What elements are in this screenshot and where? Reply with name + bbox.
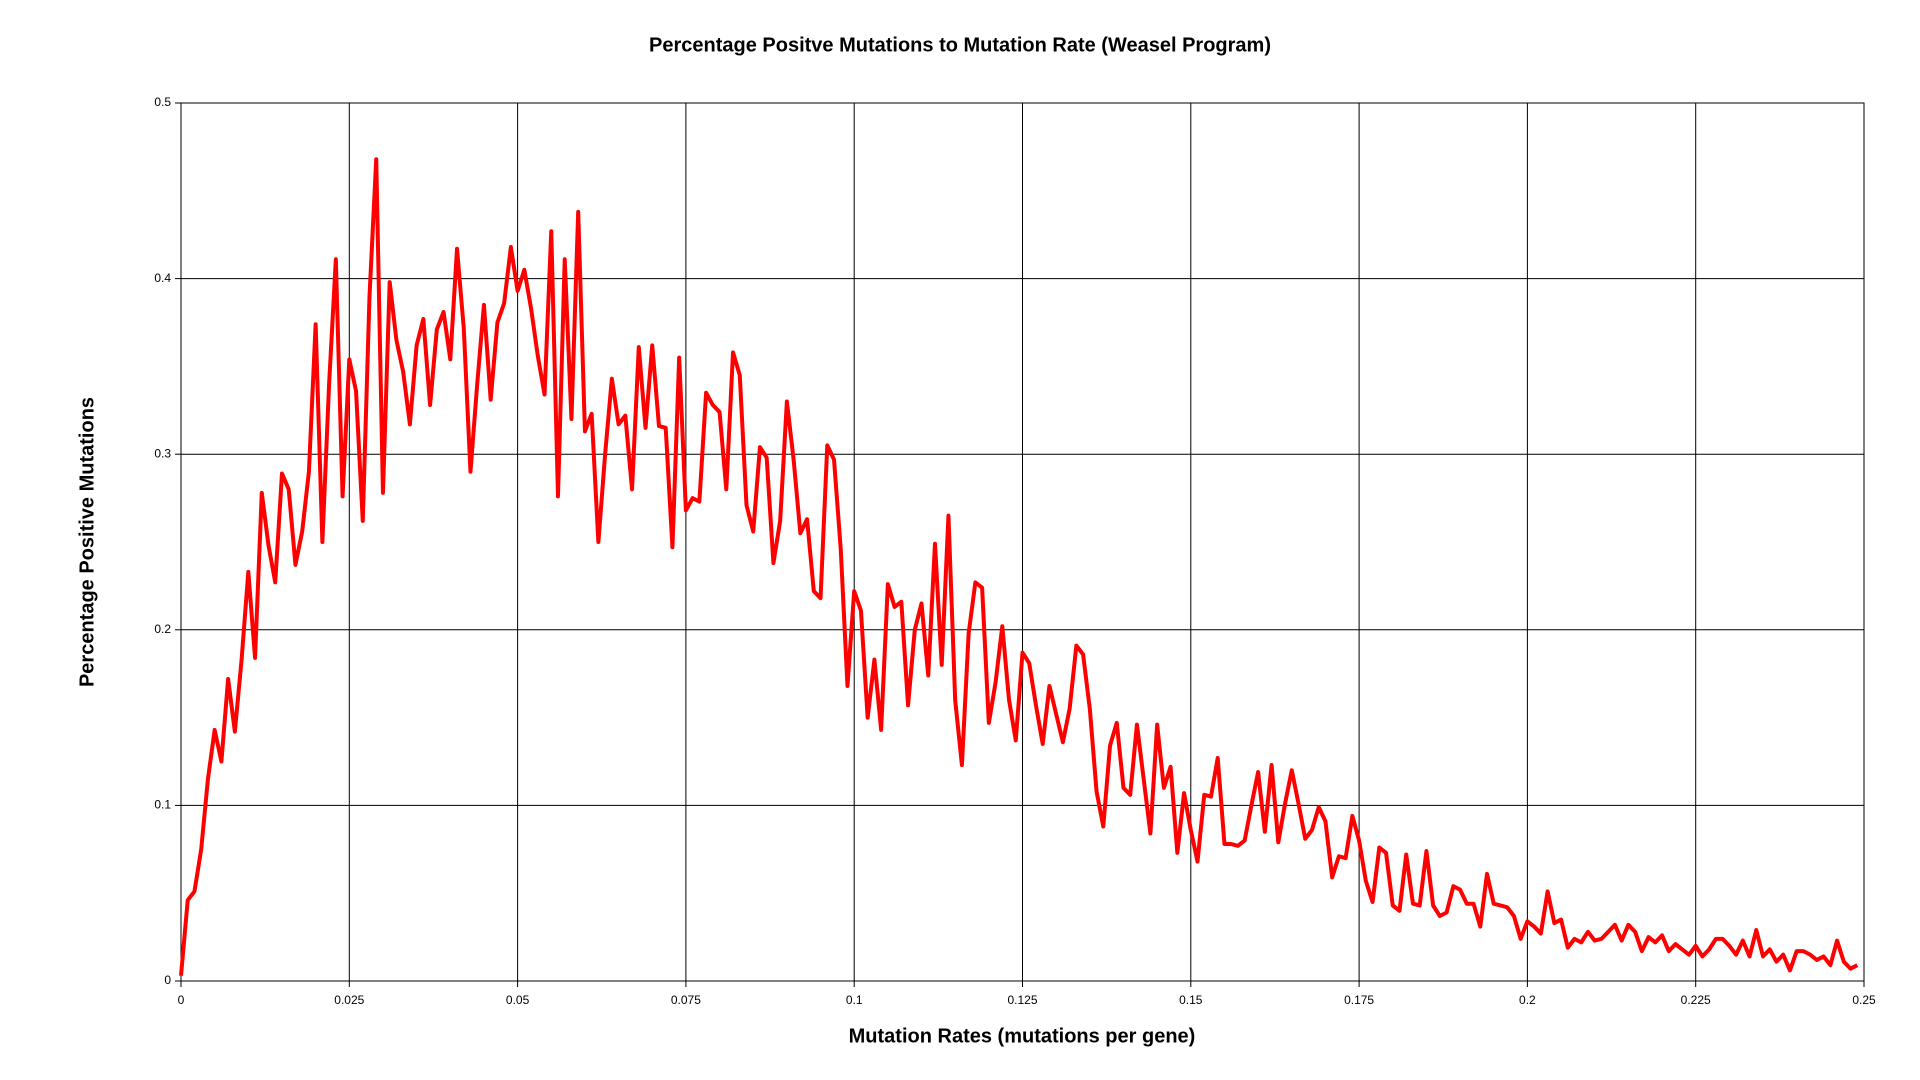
y-tick-label: 0.1: [154, 798, 171, 812]
x-tick-label: 0.175: [1344, 993, 1374, 1007]
x-tick-label: 0.025: [334, 993, 364, 1007]
chart-title: Percentage Positve Mutations to Mutation…: [649, 34, 1271, 56]
y-tick-label: 0.5: [154, 95, 171, 109]
y-tick-label: 0.4: [154, 271, 171, 285]
x-tick-label: 0.075: [671, 993, 701, 1007]
x-tick-label: 0.05: [506, 993, 530, 1007]
data-line: [179, 157, 1859, 976]
y-tick-label: 0.2: [154, 622, 171, 636]
y-axis-title: Percentage Positive Mutations: [76, 397, 98, 687]
x-tick-label: 0.1: [846, 993, 863, 1007]
y-tick-label: 0.3: [154, 446, 171, 460]
y-tick-label: 0: [164, 973, 171, 987]
x-tick-label: 0: [178, 993, 185, 1007]
x-tick-label: 0.225: [1681, 993, 1711, 1007]
x-tick-label: 0.125: [1007, 993, 1037, 1007]
x-tick-label: 0.2: [1519, 993, 1536, 1007]
x-axis-title: Mutation Rates (mutations per gene): [849, 1025, 1196, 1047]
x-tick-label: 0.15: [1179, 993, 1203, 1007]
x-tick-label: 0.25: [1852, 993, 1876, 1007]
